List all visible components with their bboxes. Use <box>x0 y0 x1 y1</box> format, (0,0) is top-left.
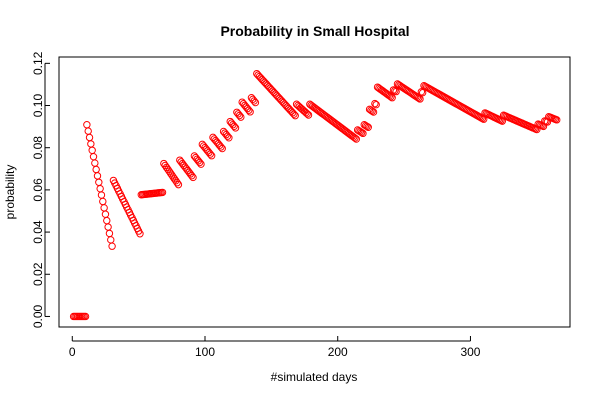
data-point <box>387 93 395 101</box>
data-point <box>101 210 110 218</box>
y-axis: 0.00 0.02 0.04 0.06 0.08 0.10 0.12 <box>31 51 50 328</box>
data-point <box>388 94 396 102</box>
data-point <box>165 167 173 175</box>
x-axis-label: #simulated days <box>271 370 358 384</box>
data-point <box>96 184 104 193</box>
data-point <box>225 134 233 142</box>
data-point <box>104 223 112 231</box>
data-point <box>217 143 225 151</box>
data-point <box>391 87 399 95</box>
data-point <box>93 172 102 180</box>
x-tick-label: 100 <box>195 345 215 359</box>
data-point <box>108 242 116 250</box>
data-point <box>418 88 427 97</box>
data-point <box>83 121 91 129</box>
data-point <box>95 178 103 186</box>
data-point <box>416 95 424 103</box>
data-point <box>105 229 114 238</box>
data-point <box>359 129 367 138</box>
data-point <box>172 177 180 185</box>
data-point <box>417 88 426 96</box>
data-point <box>92 165 100 174</box>
data-point <box>173 178 181 187</box>
data-point <box>369 108 378 116</box>
y-tick-label: 0.12 <box>31 51 45 75</box>
data-point <box>99 197 107 206</box>
data-point <box>250 97 258 105</box>
data-point <box>197 160 205 168</box>
y-axis-label: probability <box>3 165 17 220</box>
data-point <box>251 98 260 107</box>
data-point <box>352 135 361 143</box>
data-point <box>158 188 167 197</box>
data-point <box>100 204 108 212</box>
y-tick-label: 0.08 <box>31 136 45 160</box>
y-tick-label: 0.00 <box>31 304 45 328</box>
x-tick-label: 0 <box>69 345 76 359</box>
plot-frame <box>58 56 571 328</box>
data-point <box>363 122 371 131</box>
data-point <box>85 133 94 142</box>
x-tick-label: 200 <box>328 345 348 359</box>
data-point <box>166 169 175 177</box>
data-point <box>189 173 197 182</box>
data-point <box>291 111 299 120</box>
data-point <box>414 94 423 102</box>
data-point <box>169 173 177 181</box>
data-point <box>161 161 169 170</box>
data-point <box>351 134 359 142</box>
y-tick-label: 0.10 <box>31 94 45 118</box>
data-point <box>170 175 179 183</box>
chart-title: Probability in Small Hospital <box>220 23 409 39</box>
data-point <box>136 230 144 238</box>
data-point <box>84 127 92 135</box>
data-point <box>97 191 106 199</box>
data-point <box>231 124 240 132</box>
data-point <box>88 146 96 154</box>
data-point <box>303 110 311 118</box>
data-point <box>89 152 98 161</box>
data-point <box>246 108 254 116</box>
data-point <box>371 99 379 108</box>
data-points <box>69 69 561 321</box>
y-tick-label: 0.04 <box>31 220 45 244</box>
data-point <box>237 113 245 121</box>
data-point <box>195 158 204 167</box>
data-point <box>245 106 253 114</box>
data-point <box>162 163 171 172</box>
data-point <box>218 144 226 153</box>
data-point <box>553 116 561 124</box>
data-point <box>81 312 90 321</box>
data-point <box>168 171 176 179</box>
data-point <box>235 111 244 120</box>
data-point <box>223 132 232 140</box>
x-axis: 0 100 200 300 <box>69 336 481 359</box>
data-point <box>188 172 196 180</box>
x-tick-label: 300 <box>460 345 480 359</box>
y-tick-label: 0.06 <box>31 178 45 202</box>
data-point <box>87 140 95 148</box>
data-point <box>160 159 168 168</box>
data-point <box>357 128 366 137</box>
data-point <box>174 180 183 189</box>
data-point <box>164 165 172 173</box>
data-point <box>230 122 238 130</box>
data-point <box>107 236 115 244</box>
data-point <box>91 159 99 167</box>
data-point <box>392 87 400 96</box>
data-point <box>304 111 313 119</box>
data-point <box>364 123 372 131</box>
data-point <box>290 110 298 118</box>
data-point <box>103 216 111 225</box>
data-point <box>206 150 215 158</box>
data-point <box>372 100 380 109</box>
y-tick-label: 0.02 <box>31 262 45 286</box>
data-point <box>368 107 376 115</box>
data-point <box>207 152 216 160</box>
